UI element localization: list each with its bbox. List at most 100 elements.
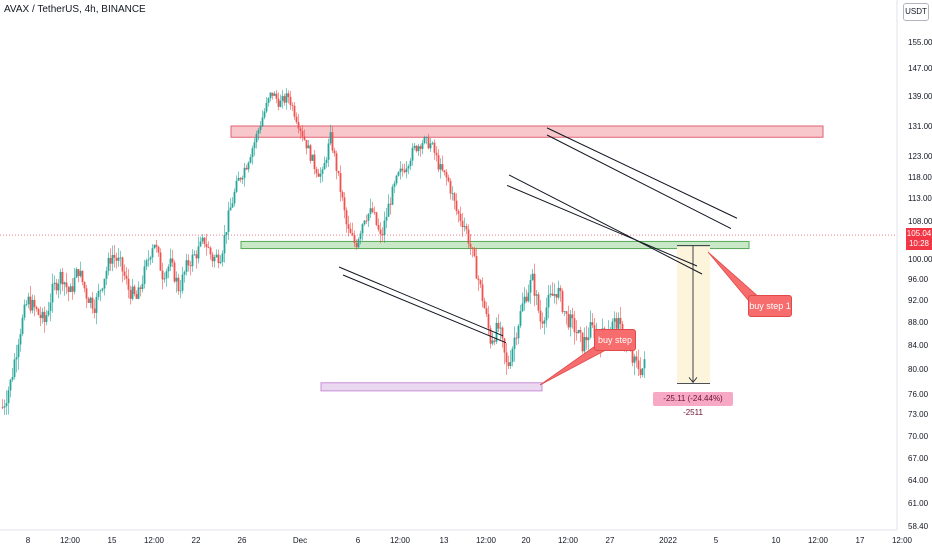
candle-body bbox=[529, 280, 532, 293]
y-tick-label: 108.00 bbox=[908, 217, 932, 226]
candle-body bbox=[45, 315, 48, 322]
candle-body bbox=[439, 164, 442, 170]
candle-body bbox=[449, 181, 452, 194]
candle-body bbox=[191, 254, 194, 267]
candle-body bbox=[361, 224, 364, 234]
x-tick-label: 12:00 bbox=[60, 536, 81, 545]
candle-body bbox=[55, 282, 58, 291]
buy-step-2-callout[interactable]: buy step 2 bbox=[594, 329, 636, 365]
candle-body bbox=[467, 229, 470, 244]
candle-body bbox=[545, 307, 548, 321]
candle-body bbox=[499, 327, 502, 329]
candle-body bbox=[459, 213, 462, 221]
candle-body bbox=[155, 244, 158, 247]
candle-body bbox=[339, 173, 342, 193]
candle-body bbox=[247, 162, 250, 170]
candle-body bbox=[65, 282, 68, 288]
candle-body bbox=[437, 155, 440, 170]
candle-body bbox=[125, 275, 128, 279]
candle-body bbox=[533, 273, 536, 296]
candle-body bbox=[87, 298, 90, 303]
candle-body bbox=[487, 313, 490, 329]
candle-body bbox=[167, 266, 170, 272]
candle-body bbox=[147, 259, 150, 261]
candle-body bbox=[451, 193, 454, 195]
candle-body bbox=[23, 304, 26, 318]
candle-body bbox=[631, 349, 634, 363]
candle-body bbox=[429, 143, 432, 149]
candle-body bbox=[67, 287, 70, 293]
candle-body bbox=[401, 168, 404, 171]
candle-body bbox=[373, 211, 376, 213]
candle-body bbox=[111, 255, 114, 264]
candle-body bbox=[475, 256, 478, 279]
candle-body bbox=[71, 286, 74, 292]
y-tick-label: 131.00 bbox=[908, 122, 932, 131]
candle-body bbox=[209, 247, 212, 255]
candle-body bbox=[329, 132, 332, 144]
candle-body bbox=[619, 317, 622, 325]
candle-body bbox=[11, 377, 14, 380]
candle-body bbox=[59, 272, 62, 284]
candle-body bbox=[93, 308, 96, 313]
candle-body bbox=[507, 362, 510, 367]
candle-body bbox=[21, 317, 24, 335]
candle-body bbox=[91, 297, 94, 309]
last-price: 105.04 bbox=[906, 229, 932, 238]
candle-body bbox=[573, 318, 576, 333]
y-tick-label: 61.00 bbox=[908, 499, 929, 508]
candle-body bbox=[557, 287, 560, 298]
candle-body bbox=[107, 257, 110, 271]
candle-body bbox=[221, 253, 224, 262]
candle-body bbox=[53, 282, 56, 284]
candle-body bbox=[375, 212, 378, 225]
candle-body bbox=[145, 260, 148, 267]
currency-button[interactable]: USDT bbox=[903, 3, 929, 21]
candle-body bbox=[231, 203, 234, 208]
candle-body bbox=[311, 154, 314, 161]
candle-body bbox=[351, 233, 354, 236]
candle-body bbox=[383, 220, 386, 236]
candle-body bbox=[497, 322, 500, 329]
candle-body bbox=[381, 234, 384, 236]
candle-body bbox=[127, 278, 130, 290]
candle-body bbox=[199, 241, 202, 247]
candle-body bbox=[355, 243, 358, 248]
candle-body bbox=[553, 294, 556, 296]
channel-2-lower bbox=[506, 184, 698, 267]
candle-body bbox=[435, 152, 438, 156]
y-tick-label: 123.00 bbox=[908, 152, 932, 161]
candle-body bbox=[571, 314, 574, 319]
candle-body bbox=[425, 137, 428, 139]
candle-body bbox=[273, 93, 276, 96]
candle-body bbox=[293, 105, 296, 117]
candle-body bbox=[547, 294, 550, 308]
y-tick-label: 67.00 bbox=[908, 454, 929, 463]
candle-body bbox=[485, 308, 488, 314]
candle-body bbox=[303, 136, 306, 141]
candle-body bbox=[379, 229, 382, 235]
candle-body bbox=[463, 226, 466, 228]
candle-body bbox=[395, 175, 398, 184]
candle-body bbox=[549, 293, 552, 295]
candle-body bbox=[555, 294, 558, 298]
candle-body bbox=[51, 283, 54, 303]
candle-body bbox=[481, 284, 484, 301]
candle-body bbox=[285, 93, 288, 103]
candle-body bbox=[423, 137, 426, 144]
buy-step-1-callout[interactable]: buy step 1 bbox=[748, 295, 792, 317]
candle-body bbox=[591, 322, 594, 326]
candle-body bbox=[229, 207, 232, 211]
candle-body bbox=[357, 239, 360, 248]
candle-body bbox=[39, 314, 42, 319]
candle-body bbox=[527, 292, 530, 302]
candle-body bbox=[43, 311, 46, 322]
candle-body bbox=[493, 340, 496, 342]
x-tick-label: 5 bbox=[714, 536, 719, 545]
candle-body bbox=[519, 311, 522, 326]
y-axis: 155.00 147.00 139.00 131.00 123.00 118.00 113.… bbox=[908, 38, 932, 531]
candle-body bbox=[29, 296, 32, 311]
candle-body bbox=[301, 130, 304, 137]
candle-body bbox=[637, 360, 640, 370]
